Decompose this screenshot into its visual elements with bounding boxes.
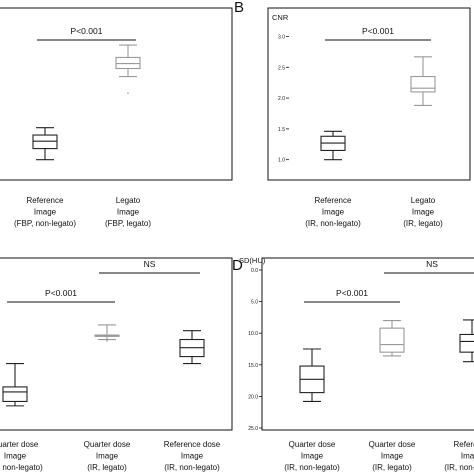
y-tick-label: 0.0 [251, 268, 258, 274]
category-label: Quarter dose [369, 440, 416, 449]
category-label: (IR, non-legato) [164, 463, 220, 472]
panel-C-frame [0, 257, 233, 431]
category-label: Image [301, 452, 324, 461]
significance-label: P<0.001 [45, 288, 77, 298]
panel-label: D [232, 257, 243, 274]
y-tick-label: 10.0 [248, 331, 258, 337]
box-plot-0 [2, 362, 28, 407]
box-plot-0 [32, 127, 58, 161]
y-tick-label: 5.0 [251, 300, 258, 306]
box-plot-1 [94, 324, 120, 342]
category-label: Quarter dose [84, 440, 131, 449]
box-iqr [379, 327, 405, 353]
significance-label: P<0.001 [336, 288, 368, 298]
category-label: Image [117, 208, 140, 217]
significance-label: NS [426, 259, 438, 269]
y-tick-label: 3.0 [278, 34, 285, 40]
category-label: Image [96, 452, 119, 461]
category-label: Image [461, 452, 474, 461]
box-plot-2 [179, 330, 205, 365]
panel-B-frame [267, 7, 471, 181]
y-tick-label: 25.0 [248, 426, 258, 432]
category-label: Reference dose [164, 440, 221, 449]
box-plot-2 [459, 319, 474, 363]
box-iqr [410, 75, 436, 93]
category-label: (IR, legato) [403, 219, 443, 228]
category-label: (IR, non-legato) [0, 463, 43, 472]
box-plot-1 [410, 56, 436, 107]
y-tick-label: 20.0 [248, 394, 258, 400]
category-label: Image [412, 208, 435, 217]
panel-label: B [234, 0, 244, 16]
box-plot-1 [379, 320, 405, 357]
y-tick-label: 2.5 [278, 65, 285, 71]
category-label: (IR, non-legato) [284, 463, 340, 472]
box-iqr [32, 134, 58, 150]
category-label: (IR, non-legato) [305, 219, 361, 228]
y-tick-label: 1.0 [278, 158, 285, 164]
significance-label: NS [144, 259, 156, 269]
outlier-point [127, 92, 129, 94]
box-plot-1 [115, 44, 141, 94]
y-axis-label: CNR [272, 13, 289, 22]
outlier-point [106, 339, 108, 342]
y-axis-label: SD(HU) [239, 256, 266, 265]
category-label: (IR, non-legato) [444, 463, 474, 472]
category-label: Reference [454, 440, 474, 449]
category-label: (FBP, non-legato) [14, 219, 76, 228]
panel-D-frame [261, 257, 474, 431]
category-label: Image [34, 208, 57, 217]
category-label: (IR, legato) [372, 463, 412, 472]
y-tick-label: 2.0 [278, 96, 285, 102]
significance-label: P<0.001 [71, 26, 103, 36]
y-tick-label: 1.5 [278, 127, 285, 133]
box-plot-0 [320, 130, 346, 161]
panel-A-frame [0, 7, 233, 181]
category-label: Image [4, 452, 27, 461]
category-label: Legato [411, 196, 436, 205]
category-label: Reference [27, 196, 64, 205]
category-label: (IR, legato) [87, 463, 127, 472]
significance-label: P<0.001 [362, 26, 394, 36]
category-label: Legato [116, 196, 141, 205]
category-label: Image [181, 452, 204, 461]
box-iqr [115, 56, 141, 70]
category-label: Quarter dose [0, 440, 39, 449]
box-iqr [459, 333, 474, 353]
category-label: Reference [315, 196, 352, 205]
category-label: Quarter dose [289, 440, 336, 449]
category-label: (FBP, legato) [105, 219, 151, 228]
y-tick-label: 15.0 [248, 363, 258, 369]
category-label: Image [322, 208, 345, 217]
box-plot-0 [299, 348, 325, 403]
category-label: Image [381, 452, 404, 461]
box-iqr [2, 386, 28, 403]
